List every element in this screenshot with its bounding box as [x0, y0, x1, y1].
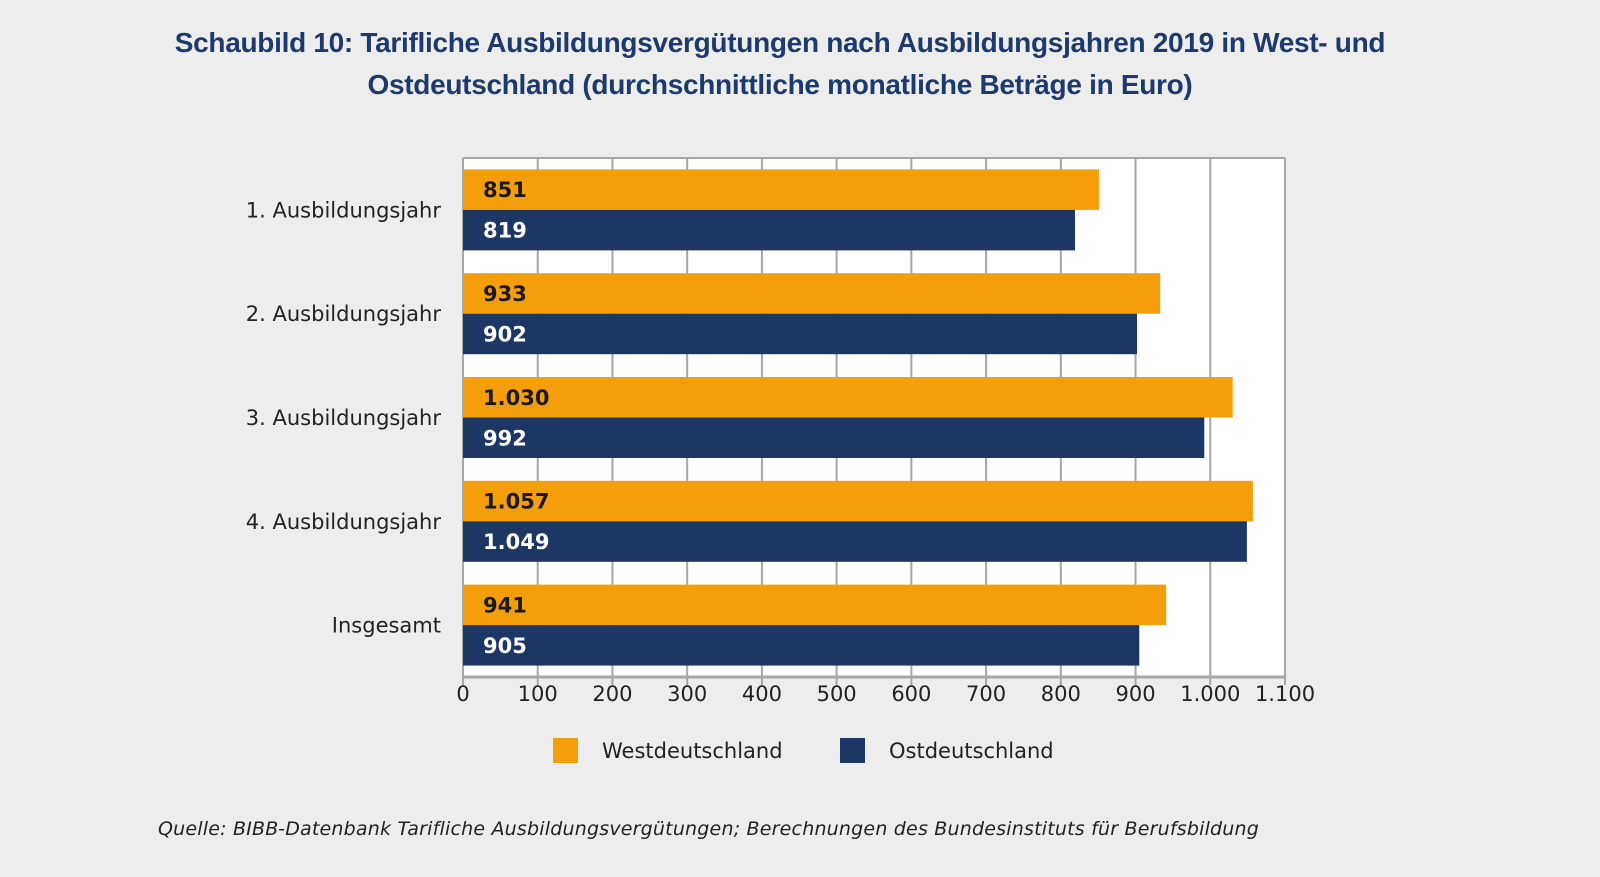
- data-label: 1.030: [483, 386, 549, 410]
- x-tick-label: 100: [518, 682, 558, 706]
- legend-label-east: Ostdeutschland: [889, 738, 1054, 763]
- data-label: 1.057: [483, 490, 549, 514]
- data-label: 941: [483, 593, 527, 617]
- legend: Westdeutschland Ostdeutschland: [0, 738, 1600, 768]
- x-tick-label: 800: [1041, 682, 1081, 706]
- data-label: 992: [483, 426, 527, 450]
- data-label: 1.049: [483, 530, 549, 554]
- chart-title-line-1: Schaubild 10: Tarifliche Ausbildungsverg…: [174, 27, 1386, 58]
- data-label: 819: [483, 219, 527, 243]
- legend-swatch-west: [553, 738, 578, 763]
- source-note: Quelle: BIBB-Datenbank Tarifliche Ausbil…: [158, 818, 1260, 840]
- category-label: Insgesamt: [332, 614, 441, 638]
- bar-west: [463, 273, 1161, 314]
- legend-item-east: Ostdeutschland: [840, 738, 1054, 763]
- x-tick-label: 0: [456, 682, 469, 706]
- data-label: 851: [483, 178, 527, 202]
- data-label: 902: [483, 322, 527, 346]
- bar-east: [463, 521, 1247, 562]
- bar-east: [463, 625, 1140, 666]
- bar-east: [463, 209, 1076, 251]
- x-tick-label: 500: [817, 682, 857, 706]
- data-label: 905: [483, 634, 527, 658]
- x-tick-label: 1.100: [1255, 682, 1315, 706]
- category-label: 1. Ausbildungsjahr: [246, 198, 442, 222]
- bar-west: [463, 584, 1167, 626]
- x-tick-label: 200: [592, 682, 632, 706]
- bar-west: [463, 480, 1253, 522]
- x-tick-label: 600: [891, 682, 931, 706]
- bar-east: [463, 417, 1205, 458]
- x-tick-label: 900: [1115, 682, 1155, 706]
- legend-label-west: Westdeutschland: [602, 738, 783, 763]
- category-label: 4. Ausbildungsjahr: [246, 510, 442, 534]
- x-tick-label: 700: [966, 682, 1006, 706]
- legend-swatch-east: [840, 738, 865, 763]
- category-label: 3. Ausbildungsjahr: [246, 406, 442, 430]
- x-tick-label: 300: [667, 682, 707, 706]
- chart-title: Schaubild 10: Tarifliche Ausbildungsverg…: [0, 22, 1560, 106]
- legend-item-west: Westdeutschland: [553, 738, 783, 763]
- chart-title-line-2: Ostdeutschland (durchschnittliche monatl…: [367, 69, 1193, 100]
- data-label: 933: [483, 282, 527, 306]
- category-label: 2. Ausbildungsjahr: [246, 302, 442, 326]
- bar-west: [463, 377, 1233, 418]
- x-tick-label: 1.000: [1180, 682, 1240, 706]
- bar-west: [463, 169, 1099, 210]
- x-tick-label: 400: [742, 682, 782, 706]
- bar-east: [463, 313, 1138, 355]
